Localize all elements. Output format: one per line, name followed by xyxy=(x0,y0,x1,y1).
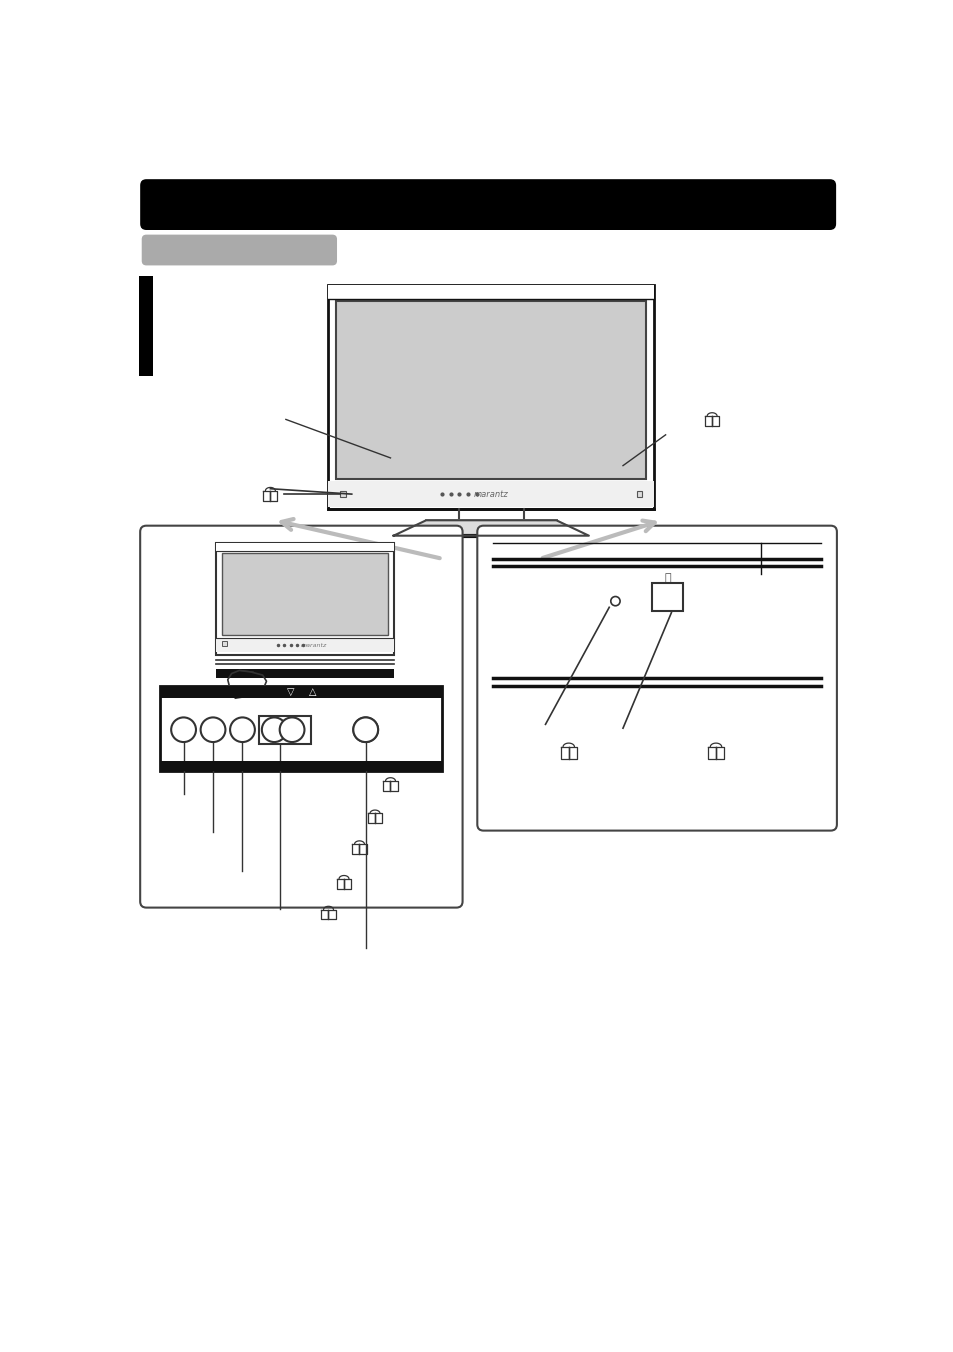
Bar xyxy=(222,641,227,646)
Circle shape xyxy=(279,718,304,742)
Bar xyxy=(138,276,152,376)
FancyBboxPatch shape xyxy=(476,526,836,830)
Bar xyxy=(328,285,654,508)
Bar xyxy=(651,584,682,611)
Bar xyxy=(637,491,641,498)
FancyBboxPatch shape xyxy=(140,526,462,907)
Text: ⓘ: ⓘ xyxy=(663,573,670,583)
FancyBboxPatch shape xyxy=(140,180,835,230)
Bar xyxy=(328,481,654,507)
Text: ▽: ▽ xyxy=(287,687,294,698)
Bar xyxy=(160,685,442,698)
Circle shape xyxy=(230,718,254,742)
Bar xyxy=(216,638,394,652)
Circle shape xyxy=(261,718,286,742)
Bar xyxy=(216,669,394,679)
Bar xyxy=(335,301,645,480)
Bar xyxy=(216,544,394,552)
Bar xyxy=(340,491,346,498)
Bar xyxy=(216,544,394,654)
Text: △: △ xyxy=(308,687,315,698)
Bar xyxy=(160,685,442,771)
Text: marantz: marantz xyxy=(301,642,327,648)
Polygon shape xyxy=(394,521,588,535)
Bar xyxy=(258,715,311,744)
FancyBboxPatch shape xyxy=(142,235,336,265)
Bar xyxy=(160,761,442,771)
Circle shape xyxy=(353,718,377,742)
Circle shape xyxy=(353,718,377,742)
Bar xyxy=(222,553,388,635)
Circle shape xyxy=(200,718,225,742)
Circle shape xyxy=(610,596,619,606)
Bar xyxy=(328,285,654,299)
Text: marantz: marantz xyxy=(474,489,508,499)
Circle shape xyxy=(171,718,195,742)
